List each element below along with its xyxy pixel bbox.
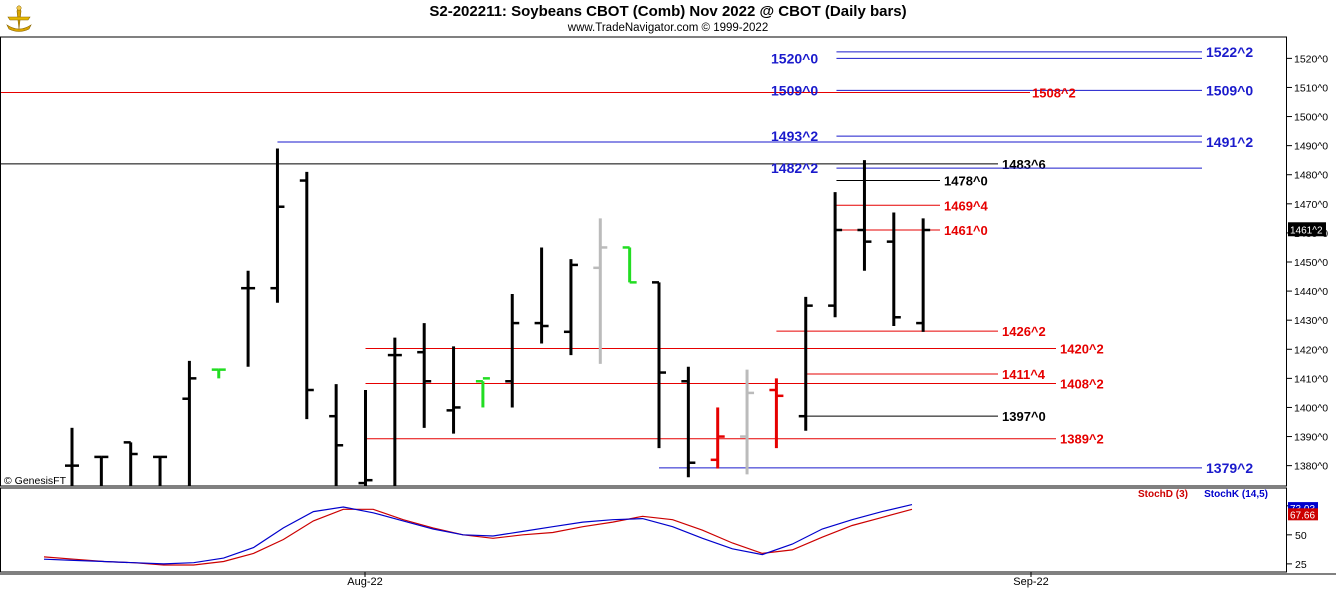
ohlc-bar: [241, 270, 256, 367]
ohlc-bar: [475, 377, 490, 408]
stochastic-panel-border: [0, 487, 1287, 573]
level-label: 1509^0: [771, 82, 818, 98]
ohlc-bar: [65, 427, 79, 486]
y-tick-label: 1430^0: [1294, 315, 1328, 327]
level-label: 1426^2: [1002, 324, 1046, 339]
ohlc-bar: [329, 384, 344, 486]
x-tick-label: Sep-22: [1013, 576, 1048, 588]
level-label: 1508^2: [1032, 86, 1076, 101]
level-label: 1509^0: [1206, 82, 1253, 98]
ohlc-bar: [828, 192, 843, 318]
level-label: 1483^6: [1002, 157, 1046, 172]
y-tick-label: 1440^0: [1294, 286, 1328, 298]
y-tick-label: 1410^0: [1294, 373, 1328, 385]
ohlc-bar: [740, 369, 755, 475]
y-tick-label: 1520^0: [1294, 53, 1328, 65]
ohlc-bar: [798, 296, 813, 431]
level-lines: 1522^2 1520^0 1509^0 1508^2 1493^2 1491^2 1483…: [1, 44, 1253, 476]
chart-frame: [0, 36, 1336, 591]
ohlc-bar: [270, 148, 285, 303]
stoch-last-value-label: 67.66: [1290, 510, 1315, 521]
level-label: 1520^0: [771, 50, 818, 66]
level-label: 1522^2: [1206, 44, 1253, 60]
ohlc-bar: [417, 323, 432, 428]
last-price-label: 1461^2: [1290, 225, 1323, 236]
y-tick-label: 1490^0: [1294, 141, 1328, 153]
ohlc-bar: [358, 390, 373, 486]
y-tick-label: 1510^0: [1294, 82, 1328, 94]
ohlc-bar: [563, 259, 578, 356]
level-label: 1493^2: [771, 128, 818, 144]
last-price-box: [1288, 222, 1326, 237]
y-tick-label: 1380^0: [1294, 461, 1328, 473]
level-label: 1478^0: [944, 174, 988, 189]
ohlc-bar: [182, 360, 197, 486]
ohlc-bar: [652, 281, 666, 449]
level-label: 1379^2: [1206, 460, 1253, 476]
stoch-y-tick-label: 25: [1295, 559, 1307, 571]
ohlc-bar: [886, 212, 901, 326]
stoch-line: [43, 504, 913, 565]
y-tick-label: 1500^0: [1294, 112, 1328, 124]
stoch-y-tick-label: 50: [1295, 530, 1307, 542]
y-axis-area: [1287, 37, 1336, 591]
ohlc-bar: [710, 407, 725, 469]
ohlc-bar: [916, 218, 931, 332]
ohlc-bar: [299, 171, 314, 420]
level-label: 1408^2: [1060, 376, 1104, 391]
ohlc-bar: [153, 455, 168, 486]
price-bars: [65, 148, 931, 486]
stoch-legend-label: StochK (14,5): [1204, 489, 1268, 500]
ohlc-bar: [534, 247, 549, 344]
level-label: 1411^4: [1002, 367, 1046, 382]
level-label: 1420^2: [1060, 342, 1104, 357]
level-label: 1389^2: [1060, 432, 1104, 447]
chart-title: S2-202211: Soybeans CBOT (Comb) Nov 2022…: [429, 3, 907, 20]
ohlc-bar: [94, 455, 109, 486]
ohlc-bar: [622, 246, 637, 284]
ohlc-bar: [593, 218, 608, 364]
chart-subtitle: www.TradeNavigator.com © 1999-2022: [567, 22, 769, 34]
y-tick-label: 1470^0: [1294, 199, 1328, 211]
stoch-legend-label: StochD (3): [1138, 489, 1188, 500]
copyright-label: © GenesisFT: [4, 475, 67, 487]
trade-navigator-logo-icon: [4, 3, 34, 33]
y-tick-label: 1450^0: [1294, 257, 1328, 269]
ohlc-bar: [857, 160, 872, 271]
axis-ticks: 1520^01510^01500^01490^01480^01470^01460…: [4, 53, 1328, 588]
ohlc-bar: [211, 368, 226, 379]
level-label: 1397^0: [1002, 409, 1046, 424]
level-label: 1491^2: [1206, 134, 1253, 150]
price-panel-border: [0, 36, 1287, 487]
y-tick-label: 1480^0: [1294, 170, 1328, 182]
ohlc-bar: [681, 366, 696, 478]
ohlc-bar: [505, 294, 520, 408]
y-tick-label: 1400^0: [1294, 402, 1328, 414]
stochastic-panel: 755025StochD (3)StochK (14,5)73.0367.66: [43, 489, 1318, 571]
stoch-last-value-box: [1288, 508, 1318, 521]
level-label: 1482^2: [771, 160, 818, 176]
ohlc-bar: [446, 346, 461, 434]
x-tick-label: Aug-22: [347, 576, 382, 588]
y-tick-label: 1420^0: [1294, 344, 1328, 356]
ohlc-bar: [123, 441, 138, 486]
level-label: 1469^4: [944, 198, 989, 213]
stoch-line: [43, 508, 913, 566]
ohlc-bar: [387, 337, 402, 486]
ohlc-bar: [769, 378, 784, 449]
level-label: 1461^0: [944, 223, 988, 238]
y-tick-label: 1390^0: [1294, 432, 1328, 444]
